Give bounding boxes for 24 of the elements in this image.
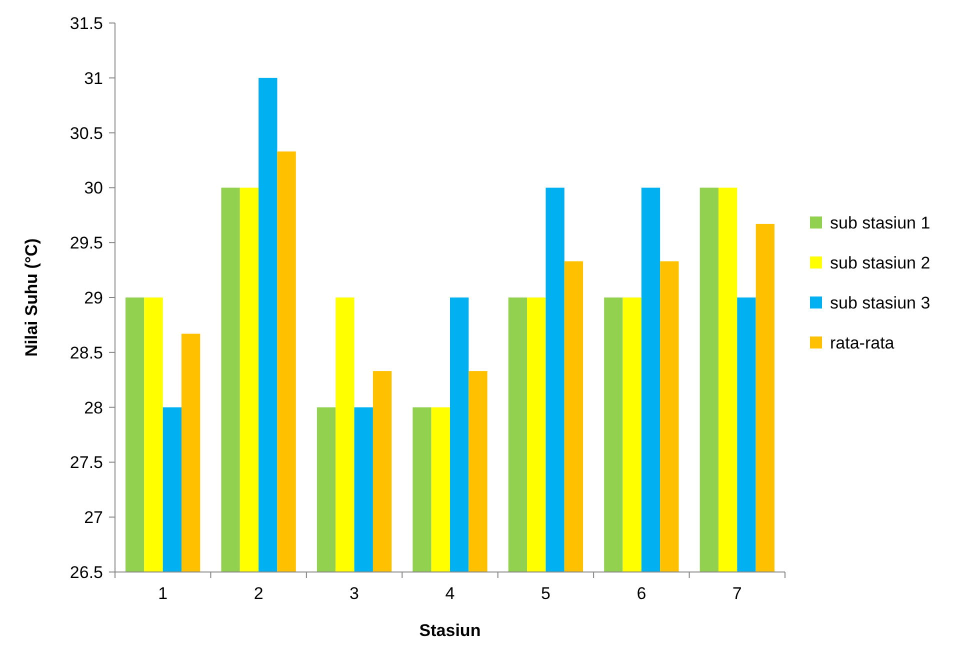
y-tick-label: 27.5 [70, 453, 103, 472]
y-tick-label: 31.5 [70, 14, 103, 33]
y-tick-label: 28 [84, 398, 103, 418]
y-tick-label: 30 [84, 178, 103, 198]
y-tick-label: 26.5 [70, 562, 103, 582]
x-axis-title: Stasiun [419, 621, 481, 640]
y-tick-label: 29 [84, 288, 103, 308]
x-tick-label: 3 [350, 584, 360, 603]
x-tick-label: 5 [540, 584, 550, 603]
y-tick-label: 30.5 [70, 124, 103, 143]
legend-label: rata-rata [830, 333, 895, 352]
y-axis-title: Nilai Suhu (°C) [22, 238, 41, 357]
legend-label: sub stasiun 3 [830, 293, 930, 312]
legend-label: sub stasiun 1 [830, 213, 930, 232]
x-tick-label: 1 [158, 584, 168, 603]
x-tick-label: 4 [445, 584, 455, 603]
y-tick-label: 27 [84, 508, 103, 528]
y-tick-label: 29.5 [70, 234, 103, 253]
y-tick-label: 31 [84, 68, 103, 88]
legend-label: sub stasiun 2 [830, 253, 930, 272]
x-tick-label: 7 [732, 584, 742, 603]
y-tick-label: 28.5 [70, 343, 103, 362]
x-tick-label: 6 [636, 584, 646, 603]
x-tick-label: 2 [254, 584, 264, 603]
